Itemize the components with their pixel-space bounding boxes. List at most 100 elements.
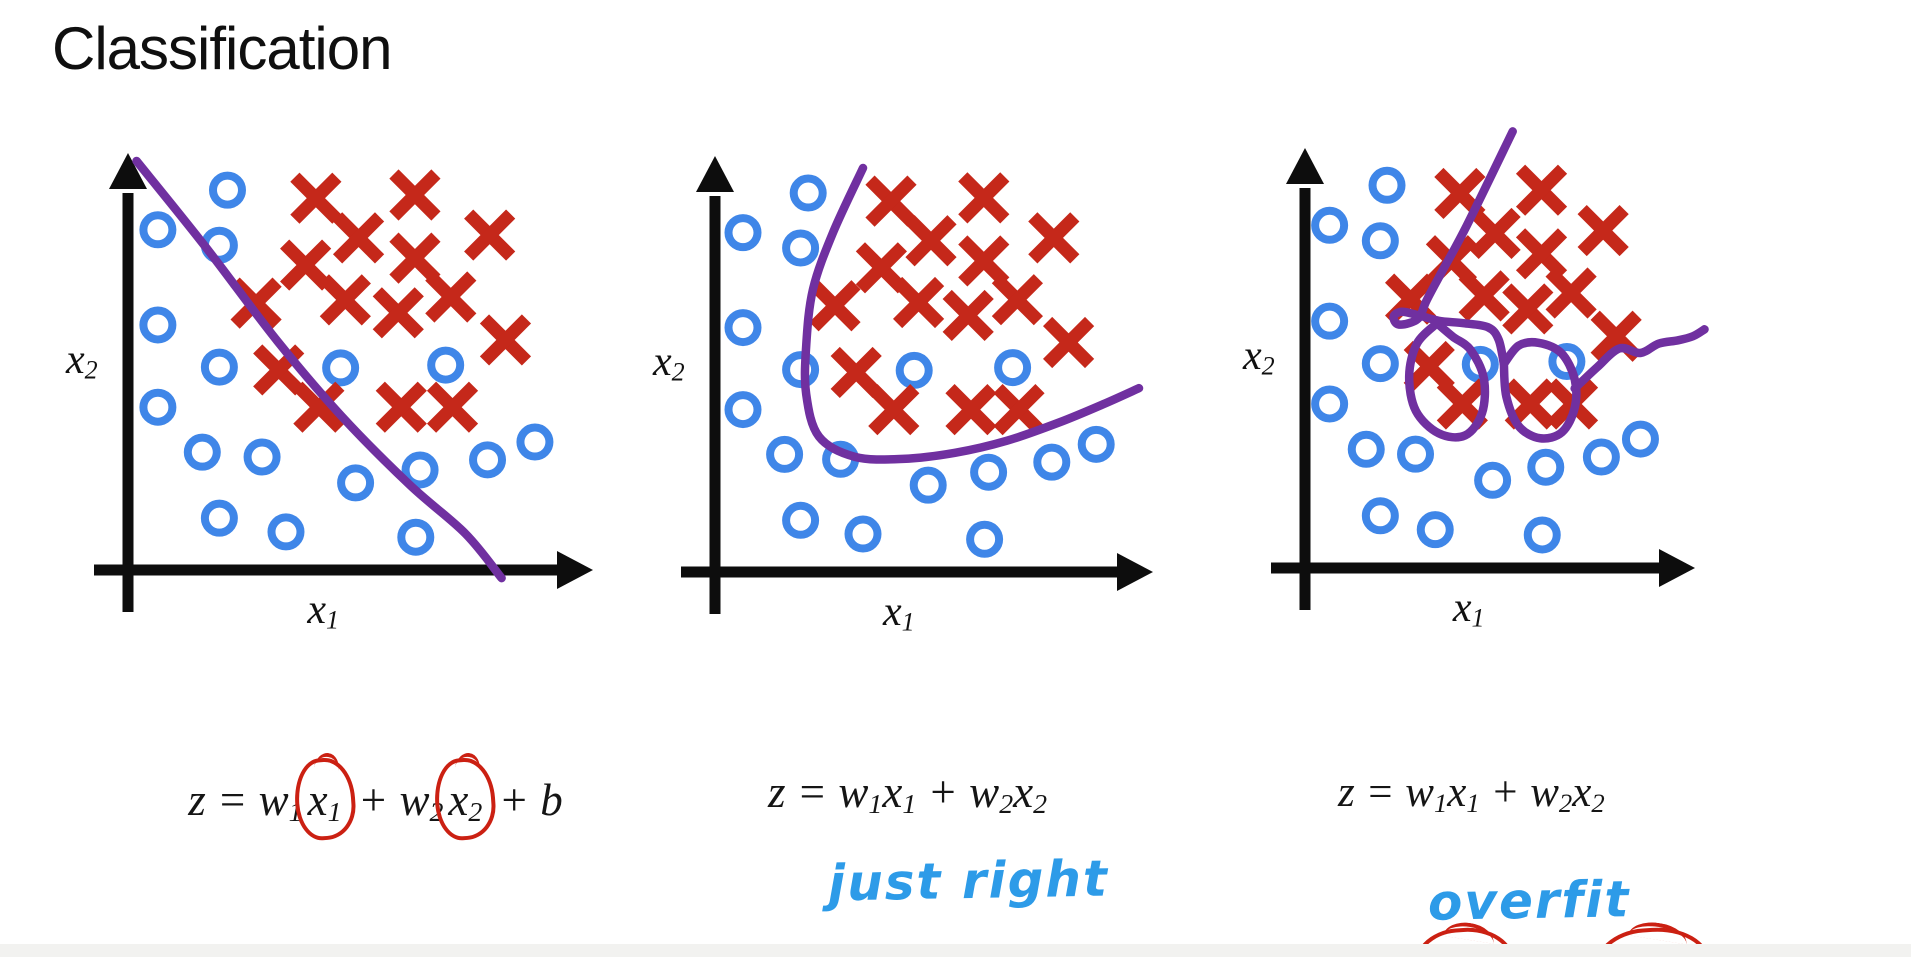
subscript: 1	[1471, 603, 1485, 633]
cross-point	[1502, 283, 1554, 335]
subscript: 1	[902, 789, 917, 821]
cross-point	[332, 212, 385, 264]
cross-point	[1469, 207, 1521, 260]
y-axis-label: x2	[653, 339, 685, 387]
circle-point	[724, 214, 762, 252]
handwritten-overfit-label: overfit	[1427, 870, 1631, 932]
cross-point	[993, 383, 1045, 436]
x-axis-label: x1	[307, 587, 339, 635]
circle-point	[782, 351, 820, 389]
circle-point	[516, 423, 554, 461]
decision-boundary	[800, 163, 1144, 464]
red-circle-annotation: x2	[443, 768, 487, 832]
subscript: 1	[868, 789, 883, 821]
circle-point	[183, 433, 221, 471]
circle-point	[200, 499, 238, 537]
circle-point	[782, 501, 820, 539]
decision-boundary	[1404, 318, 1490, 442]
y-axis-label: x2	[66, 336, 98, 385]
circle-point	[789, 174, 827, 212]
cross-point	[1028, 212, 1080, 264]
circle-point	[724, 391, 762, 429]
cross-point	[1403, 340, 1455, 393]
cross-point	[372, 287, 424, 339]
circle-point	[1311, 302, 1349, 340]
circle-point	[469, 441, 507, 479]
equation-linear-z: z = w1 x1 + w2 x2 + b	[88, 768, 663, 832]
cross-point	[479, 314, 532, 366]
circle-point	[1361, 222, 1399, 260]
cross-point	[830, 346, 882, 399]
cross-point	[945, 383, 997, 436]
cross-point	[1515, 164, 1568, 216]
y-axis-label: x2	[1243, 333, 1275, 381]
circle-point	[1527, 448, 1565, 486]
cross-point	[1458, 270, 1510, 322]
circle-point	[1077, 425, 1115, 463]
cross-point	[1515, 228, 1568, 280]
cross-point	[230, 277, 282, 329]
circle-point	[1416, 511, 1454, 549]
circle-point	[1582, 438, 1620, 476]
decision-boundary	[1570, 325, 1709, 393]
cross-point	[942, 289, 994, 342]
circle-point	[1311, 385, 1349, 423]
cross-point	[375, 381, 427, 433]
circle-point	[1474, 461, 1512, 499]
circle-point	[994, 349, 1032, 387]
axes	[681, 156, 1153, 614]
subscript: 2	[1261, 351, 1275, 381]
circle-point	[1548, 343, 1586, 381]
circle-point	[337, 464, 375, 502]
cross-point	[464, 209, 516, 261]
cross-point	[293, 381, 345, 433]
cross-point	[280, 239, 332, 291]
cross-point	[290, 172, 342, 224]
subscript: 1	[288, 797, 303, 829]
decision-boundary	[132, 156, 506, 583]
cross-point	[1434, 167, 1486, 220]
subscript: 1	[325, 605, 339, 635]
circle-point	[267, 513, 305, 551]
circle-point	[139, 211, 177, 249]
cross-point	[958, 235, 1010, 287]
positive-class-points	[809, 172, 1095, 436]
handwritten-just-right-label: just right	[827, 849, 1110, 913]
circle-point	[1033, 443, 1071, 481]
bottom-strip	[0, 944, 1911, 957]
circle-point	[970, 453, 1008, 491]
axes	[94, 153, 593, 612]
circle-point	[1311, 206, 1349, 244]
x-axis-label: x1	[1452, 585, 1485, 633]
circle-point	[1361, 345, 1399, 383]
overfit-plot	[1271, 127, 1709, 610]
subscript: 2	[1591, 787, 1605, 818]
circle-point	[1621, 420, 1659, 458]
circle-point	[397, 518, 435, 556]
cross-point	[426, 381, 479, 433]
negative-class-points	[1311, 166, 1659, 554]
equation-quadratic-line1: z = w1x1 + w2x2	[768, 767, 1048, 821]
subscript: 2	[468, 797, 483, 829]
page-title: Classification	[52, 15, 392, 82]
subscript: 1	[901, 607, 915, 637]
subscript: 2	[84, 355, 98, 385]
circle-point	[966, 520, 1004, 558]
cross-point	[809, 280, 861, 332]
circle-point	[139, 306, 177, 344]
cross-point	[389, 232, 441, 284]
circle-point	[1347, 430, 1385, 468]
axes	[1271, 148, 1695, 610]
decision-boundary	[1499, 337, 1581, 443]
circle-point	[766, 435, 804, 473]
underfit-plot	[94, 153, 593, 612]
equation-block-underfit: z = w1x1 + w2x2 + b fw⃗,b(x⃗) = g(z) g i…	[88, 640, 663, 957]
cross-point	[991, 274, 1043, 326]
cross-point	[1043, 316, 1095, 369]
cross-point	[893, 276, 945, 329]
circle-point	[1523, 516, 1561, 554]
positive-class-points	[230, 169, 532, 433]
subscript: 2	[999, 789, 1014, 821]
circle-point	[200, 348, 238, 386]
